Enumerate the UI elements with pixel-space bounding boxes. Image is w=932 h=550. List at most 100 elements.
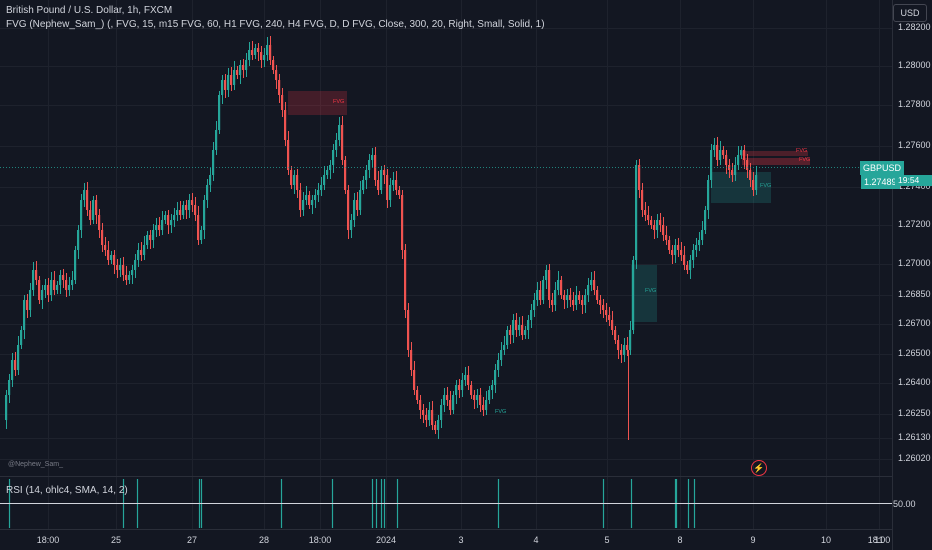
candle-body	[695, 245, 698, 250]
chart-title[interactable]: British Pound / U.S. Dollar, 1h, FXCM	[6, 5, 173, 16]
candle-body	[122, 265, 125, 275]
candle-body	[467, 375, 470, 385]
price-tick-label: 1.26500	[898, 348, 931, 358]
candle-body	[683, 255, 686, 265]
candle-body	[320, 185, 323, 190]
candle-body	[92, 200, 95, 220]
candle-body	[521, 325, 524, 335]
candle-body	[740, 150, 743, 155]
candle-body	[338, 125, 341, 140]
price-tick-label: 1.26850	[898, 289, 931, 299]
candle-body	[719, 150, 722, 160]
candle-body	[440, 405, 443, 420]
candle-body	[278, 80, 281, 95]
candle-body	[35, 270, 38, 280]
candle-body	[377, 180, 380, 190]
fvg-label: FVG	[645, 288, 657, 294]
candle-body	[353, 200, 356, 220]
candle-body	[71, 280, 74, 285]
currency-button[interactable]: USD	[893, 4, 927, 22]
candle-body	[422, 410, 425, 415]
candle-body	[296, 175, 299, 190]
candle-body	[155, 225, 158, 230]
time-tick-label: 28	[258, 535, 270, 545]
candle-body	[449, 400, 452, 410]
price-tick-label: 1.26700	[898, 318, 931, 328]
candle-body	[749, 170, 752, 180]
candle-body	[524, 330, 527, 335]
candle-body	[326, 170, 329, 175]
candle-body	[20, 330, 23, 345]
candle-body	[14, 360, 17, 370]
candle-body	[95, 200, 98, 215]
candle-body	[113, 255, 116, 265]
candle-body	[713, 145, 716, 150]
candle-body	[230, 75, 233, 85]
candle-body	[383, 170, 386, 175]
candle-body	[128, 275, 131, 280]
candle-body	[104, 245, 107, 250]
candle-body	[347, 190, 350, 230]
fvg-zone-bullish	[711, 172, 771, 203]
candle-body	[419, 400, 422, 410]
candle-body	[224, 80, 227, 90]
candle-body	[386, 175, 389, 200]
candle-body	[503, 345, 506, 350]
candle-body	[530, 310, 533, 320]
candle-body	[239, 65, 242, 75]
candle-body	[542, 280, 545, 300]
candle-body	[425, 415, 428, 420]
candle-body	[455, 385, 458, 395]
candle-body	[434, 425, 437, 430]
candle-body	[290, 170, 293, 185]
candle-body	[476, 395, 479, 400]
rsi-legend[interactable]: RSI (14, ohlc4, SMA, 14, 2)	[6, 485, 128, 496]
candle-body	[197, 215, 200, 240]
candle-body	[164, 215, 167, 220]
candle-body	[17, 345, 20, 370]
candle-body	[458, 385, 461, 390]
candle-body	[368, 160, 371, 170]
time-tick-label: 18:00	[308, 535, 332, 545]
candle-body	[587, 285, 590, 295]
fvg-zone-bearish	[742, 158, 810, 165]
candle-body	[218, 95, 221, 130]
candle-body	[641, 190, 644, 210]
indicator-legend[interactable]: FVG (Nephew_Sam_) (, FVG, 15, m15 FVG, 6…	[6, 19, 545, 30]
candle-body	[362, 180, 365, 190]
candle-body	[188, 200, 191, 210]
fvg-label: FVG	[333, 99, 345, 105]
candle-body	[416, 390, 419, 400]
candle-body	[140, 250, 143, 255]
candle-body	[281, 95, 284, 110]
fvg-label: FVG	[495, 409, 507, 415]
candle-body	[650, 220, 653, 225]
fvg-zones	[288, 91, 810, 322]
candle-body	[284, 110, 287, 140]
candle-body	[314, 195, 317, 200]
candle-body	[170, 220, 173, 225]
candle-body	[743, 150, 746, 160]
candle-body	[629, 330, 632, 350]
candle-body	[86, 190, 89, 210]
candle-body	[533, 300, 536, 310]
candle-body	[254, 48, 257, 55]
candle-body	[134, 260, 137, 270]
candle-body	[191, 200, 194, 205]
candle-body	[245, 60, 248, 70]
candle-body	[557, 280, 560, 290]
candle-body	[608, 315, 611, 320]
candle-body	[203, 200, 206, 230]
fvg-label: FVG	[799, 157, 811, 163]
candle-body	[506, 330, 509, 345]
candle-body	[8, 380, 11, 395]
bar-countdown: 19:54	[895, 175, 932, 186]
lightning-icon[interactable]: ⚡	[751, 460, 767, 476]
candlesticks	[5, 36, 758, 440]
candle-body	[131, 270, 134, 275]
candle-body	[74, 250, 77, 280]
candle-body	[452, 395, 455, 410]
candle-body	[317, 190, 320, 195]
candle-body	[737, 155, 740, 165]
